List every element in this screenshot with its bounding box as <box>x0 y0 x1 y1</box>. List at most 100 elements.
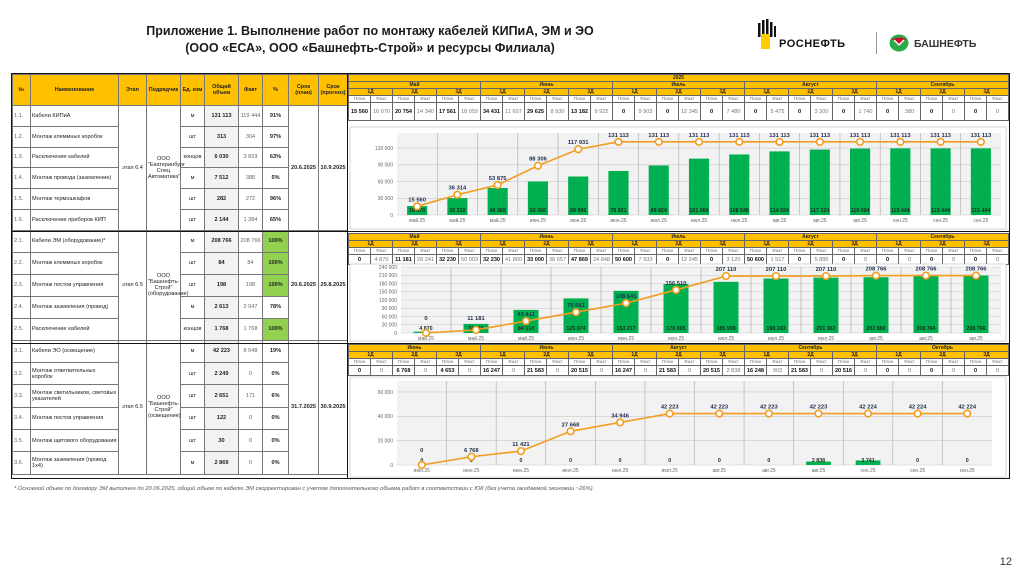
x-tick-label: авг.25 <box>853 218 867 224</box>
plan-header: План <box>744 358 767 366</box>
bashneft-logo-text: БАШНЕФТЬ <box>914 38 977 50</box>
fact-header: Факт <box>854 358 877 366</box>
plan-header: План <box>832 247 855 255</box>
plan-marker <box>863 409 873 418</box>
decade-header: 1Д <box>480 351 525 359</box>
fact-data-label: 0 <box>767 458 770 464</box>
plan-value: 16 248 <box>744 365 767 376</box>
fact-bar <box>970 148 991 215</box>
plan-marker <box>533 161 543 170</box>
fact-header: Факт <box>898 95 921 103</box>
fact-header: Факт <box>458 247 481 255</box>
fact-value: 0 <box>414 365 437 376</box>
month-row: Май Июнь Июль Август Сентябрь <box>348 81 1009 89</box>
x-tick-label: июл.25 <box>731 218 748 224</box>
plan-data-label: 208 766 <box>866 267 888 273</box>
fact-data-label: 178 065 <box>666 326 685 332</box>
table-row: 3.5. Монтаж щитового оборудования шт 30 0 0% <box>12 428 348 453</box>
col-name: Наименование <box>30 74 119 106</box>
plan-value: 21 583 <box>656 365 679 376</box>
plan-header: План <box>436 247 459 255</box>
decade-header: 3Д <box>568 351 613 359</box>
fact-header: Факт <box>986 95 1009 103</box>
section-divider <box>11 343 1010 344</box>
table-row: 2.4. Монтаж заземления (провод) м 2 613 2 04… <box>12 295 348 319</box>
plan-marker <box>571 308 581 317</box>
plan-data-label: 131 113 <box>689 133 710 139</box>
fact-header: Факт <box>634 358 657 366</box>
fact-bar <box>648 165 669 215</box>
plan-header: План <box>964 247 987 255</box>
plan-marker <box>775 137 784 146</box>
plan-data-label: 207 110 <box>766 267 787 273</box>
work-name: Монтаж провода (заземление) <box>30 167 119 190</box>
x-tick-label: май.25 <box>518 335 534 342</box>
plan-marker <box>721 271 731 281</box>
year-row: 2025 <box>348 74 1009 82</box>
fact-data-label: 185 998 <box>716 326 735 332</box>
fact-value: 0 <box>502 365 525 376</box>
fact-data-label: 78 921 <box>610 208 626 214</box>
page-number: 12 <box>999 556 1012 568</box>
plan-value: 21 583 <box>524 365 547 376</box>
fact-value: 3 300 <box>810 102 833 121</box>
month-header: Август <box>744 233 877 241</box>
plan-data-label: 42 223 <box>760 405 779 411</box>
plan-value: 20 516 <box>832 365 855 376</box>
fact-header: Факт <box>458 95 481 103</box>
plan-marker <box>471 325 481 335</box>
plan-data-label: 131 113 <box>890 133 911 139</box>
x-tick-label: авг.25 <box>813 218 827 224</box>
percent-badge: 100% <box>262 229 289 253</box>
plan-marker <box>976 137 985 146</box>
decade-header: 1Д <box>744 88 789 96</box>
plan-marker <box>453 190 462 199</box>
works-table: № Наименование Этап Подрядчик Ед. изм Об… <box>12 74 348 475</box>
fact-header: Факт <box>766 358 789 366</box>
month-header: Август <box>744 81 877 89</box>
x-tick-label: май.25 <box>409 217 425 224</box>
plan-header: План <box>832 95 855 103</box>
plan-line <box>425 274 976 334</box>
decade-header: 2Д <box>524 240 569 248</box>
plan-value: 0 <box>744 102 767 121</box>
fact-bar <box>963 275 989 333</box>
plan-value: 13 182 <box>568 102 591 121</box>
decade-header: 3Д <box>700 240 745 248</box>
plan-value: 0 <box>964 365 987 376</box>
fact-header: Факт <box>810 95 833 103</box>
x-tick-label: май.25 <box>468 335 484 342</box>
fact-bar <box>809 149 830 215</box>
plan-header: План <box>348 95 371 103</box>
x-tick-label: авг.25 <box>773 218 787 224</box>
decade-header: 1Д <box>480 88 525 96</box>
decade-grid: 2025 Май Июнь Июль Август Сентябрь 1Д 2Д 3Д 1Д 2Д 3… <box>348 74 1009 121</box>
plan-header: План <box>876 95 899 103</box>
fact-data-label: 16 070 <box>409 208 425 214</box>
y-tick-label: 150 000 <box>379 290 397 296</box>
plan-header: План <box>568 95 591 103</box>
fact-header: Факт <box>678 95 701 103</box>
fact-bar <box>487 188 508 215</box>
plan-header: План <box>920 247 943 255</box>
fact-header: Факт <box>502 247 525 255</box>
fact-bar <box>855 460 881 465</box>
x-tick-label: май.25 <box>490 217 506 224</box>
total-volume: 2 613 <box>204 295 239 319</box>
plan-data-label: 42 224 <box>909 405 928 411</box>
plan-data-label: 108 641 <box>616 294 638 300</box>
x-tick-label: сен.25 <box>910 468 925 474</box>
plan-value: 15 560 <box>348 102 371 121</box>
fact-header: Факт <box>722 358 745 366</box>
fact-header: Факт <box>898 358 921 366</box>
table-row: 3.4. Монтаж постов управления шт 122 0 0% <box>12 406 348 430</box>
fact-bar <box>613 290 639 333</box>
decade-header: 3Д <box>568 240 613 248</box>
fact-bar <box>890 148 911 215</box>
x-tick-label: июн.25 <box>668 336 684 342</box>
decade-row: 1Д 2Д 3Д 1Д 2Д 3Д 1Д 2Д 3Д 1Д 2Д 3Д 1Д 2Д 3Д <box>348 351 1009 359</box>
plan-value: 20 515 <box>568 365 591 376</box>
plan-header: План <box>788 358 811 366</box>
x-tick-label: авг.25 <box>869 336 883 342</box>
fact-data-label: 0 <box>718 458 721 464</box>
